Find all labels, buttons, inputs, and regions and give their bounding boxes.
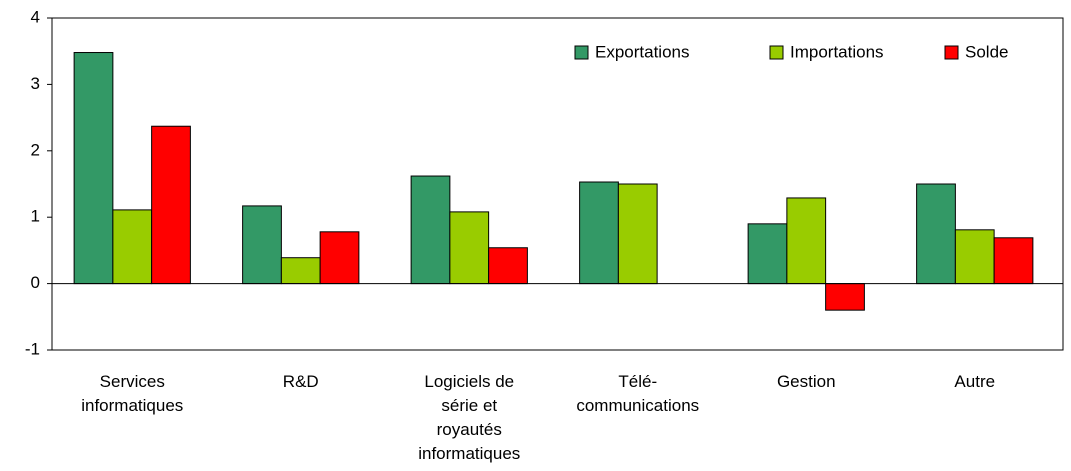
y-tick-label: -1 (25, 339, 40, 358)
x-tick-label: R&D (282, 372, 319, 391)
bar (916, 183, 956, 285)
bar (488, 247, 528, 285)
bar (579, 181, 619, 285)
bar (747, 223, 788, 285)
bar (242, 205, 282, 285)
legend-swatch (769, 45, 784, 60)
bar (825, 283, 865, 311)
legend-swatch (574, 45, 589, 60)
bar (319, 231, 360, 285)
x-tick-label: Gestion (776, 372, 836, 391)
plot-frame (51, 17, 1064, 351)
y-tick-label: 2 (31, 140, 40, 159)
y-tick-label: 1 (31, 207, 40, 226)
bar (73, 52, 114, 285)
legend-label: Importations (790, 42, 884, 61)
bar (954, 229, 995, 285)
x-tick-label: Logiciels de série et royautés informati… (418, 372, 521, 463)
bar (151, 125, 191, 285)
legend-label: Exportations (595, 42, 690, 61)
bar (786, 197, 827, 285)
bar (280, 257, 321, 285)
bar (410, 175, 451, 285)
y-tick-label: 3 (31, 74, 40, 93)
x-tick-label: Services informatiques (81, 372, 184, 415)
legend-swatch (944, 45, 959, 60)
bar (449, 211, 490, 285)
x-tick-label: Autre (954, 372, 996, 391)
bar (112, 209, 153, 285)
legend-label: Solde (965, 42, 1008, 61)
y-tick-label: 0 (31, 273, 40, 292)
x-tick-label: Télé- communications (576, 372, 700, 415)
y-tick-label: 4 (31, 7, 40, 26)
bar (993, 237, 1034, 285)
bar (617, 183, 658, 285)
